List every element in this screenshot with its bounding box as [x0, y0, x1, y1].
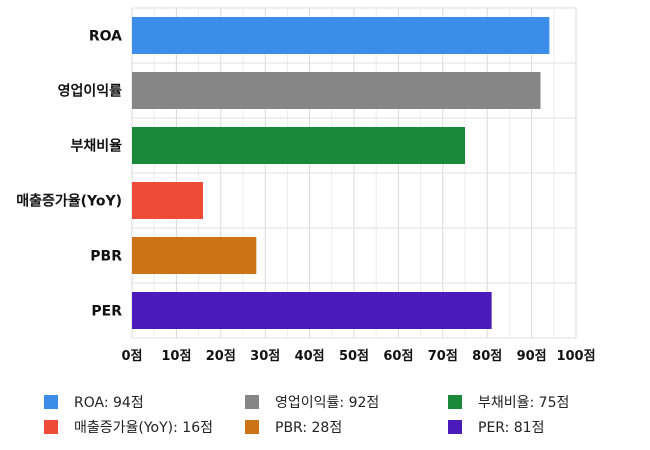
x-tick-label-4: 40점 — [295, 349, 325, 364]
x-tick-label-5: 50점 — [339, 349, 369, 364]
bar-4 — [132, 237, 257, 274]
category-label-5: PER — [91, 304, 122, 320]
bar-0 — [132, 17, 550, 54]
category-label-3: 매출증가율(YoY) — [16, 193, 122, 210]
category-label-0: ROA — [89, 29, 122, 45]
x-tick-label-10: 100점 — [556, 349, 595, 364]
category-label-1: 영업이익률 — [58, 83, 123, 100]
x-tick-label-6: 60점 — [383, 349, 413, 364]
x-tick-label-8: 80점 — [472, 349, 502, 364]
category-label-2: 부채비율 — [70, 138, 122, 155]
x-tick-label-1: 10점 — [161, 349, 191, 364]
bar-2 — [132, 127, 465, 164]
x-tick-label-7: 70점 — [428, 349, 458, 364]
bar-1 — [132, 72, 541, 109]
bar-3 — [132, 182, 204, 219]
x-tick-label-9: 90점 — [517, 349, 547, 364]
category-label-4: PBR — [90, 249, 122, 265]
x-tick-label-3: 30점 — [250, 349, 280, 364]
x-tick-label-0: 0점 — [121, 349, 142, 364]
x-tick-label-2: 20점 — [206, 349, 236, 364]
bar-5 — [132, 292, 492, 329]
